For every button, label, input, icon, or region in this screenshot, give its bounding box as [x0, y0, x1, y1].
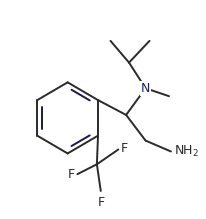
Text: F: F [98, 196, 105, 209]
Text: NH$_2$: NH$_2$ [174, 144, 199, 159]
Text: N: N [141, 82, 150, 95]
Text: F: F [121, 142, 128, 155]
Text: F: F [67, 168, 74, 181]
